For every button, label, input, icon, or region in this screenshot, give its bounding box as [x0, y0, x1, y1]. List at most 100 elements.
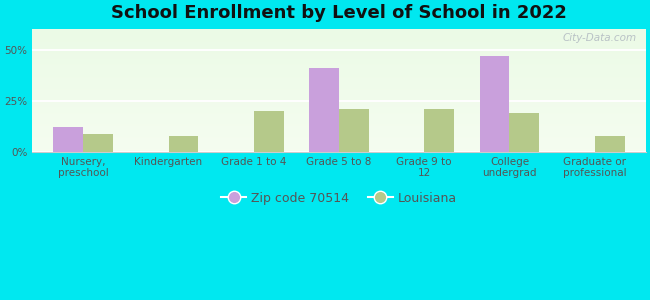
Bar	[32, 60, 646, 61]
Bar	[32, 38, 646, 39]
Bar	[32, 83, 646, 84]
Bar	[32, 140, 646, 141]
Bar	[32, 119, 646, 120]
Bar	[32, 94, 646, 95]
Bar	[32, 87, 646, 88]
Bar	[32, 123, 646, 124]
Bar	[32, 93, 646, 94]
Bar	[32, 142, 646, 143]
Bar	[32, 89, 646, 90]
Bar	[32, 147, 646, 148]
Bar	[32, 32, 646, 33]
Bar	[424, 109, 454, 152]
Bar	[339, 109, 369, 152]
Bar	[32, 81, 646, 82]
Bar	[32, 96, 646, 97]
Bar	[32, 48, 646, 49]
Bar	[32, 37, 646, 38]
Bar	[32, 34, 646, 35]
Bar	[32, 54, 646, 55]
Bar	[32, 108, 646, 109]
Bar	[32, 138, 646, 139]
Bar	[32, 82, 646, 83]
Bar	[32, 55, 646, 56]
Bar	[168, 136, 198, 152]
Bar	[32, 63, 646, 64]
Bar	[32, 52, 646, 53]
Bar	[53, 128, 83, 152]
Bar	[32, 113, 646, 114]
Bar	[32, 115, 646, 116]
Bar	[32, 67, 646, 68]
Bar	[32, 53, 646, 54]
Bar	[32, 101, 646, 102]
Bar	[32, 56, 646, 57]
Bar	[595, 136, 625, 152]
Bar	[32, 141, 646, 142]
Bar	[32, 117, 646, 118]
Bar	[32, 145, 646, 146]
Legend: Zip code 70514, Louisiana: Zip code 70514, Louisiana	[216, 187, 462, 209]
Bar	[32, 42, 646, 43]
Bar	[32, 49, 646, 50]
Bar	[32, 76, 646, 77]
Bar	[32, 57, 646, 58]
Bar	[32, 79, 646, 80]
Bar	[32, 111, 646, 112]
Bar	[32, 99, 646, 100]
Bar	[480, 56, 510, 152]
Bar	[32, 105, 646, 106]
Bar	[32, 107, 646, 108]
Bar	[32, 135, 646, 136]
Bar	[32, 131, 646, 132]
Bar	[32, 78, 646, 79]
Bar	[32, 148, 646, 149]
Bar	[32, 70, 646, 71]
Bar	[32, 66, 646, 67]
Bar	[32, 35, 646, 36]
Bar	[32, 151, 646, 152]
Bar	[32, 116, 646, 117]
Bar	[254, 111, 283, 152]
Bar	[32, 65, 646, 66]
Bar	[32, 92, 646, 93]
Bar	[32, 39, 646, 40]
Bar	[32, 44, 646, 45]
Bar	[309, 68, 339, 152]
Bar	[32, 106, 646, 107]
Bar	[32, 121, 646, 122]
Bar	[32, 128, 646, 129]
Bar	[32, 31, 646, 32]
Bar	[32, 74, 646, 75]
Bar	[32, 110, 646, 111]
Bar	[32, 43, 646, 44]
Bar	[32, 114, 646, 115]
Bar	[32, 97, 646, 98]
Bar	[32, 45, 646, 46]
Bar	[32, 102, 646, 103]
Text: City-Data.com: City-Data.com	[562, 33, 636, 43]
Bar	[32, 122, 646, 123]
Bar	[32, 146, 646, 147]
Bar	[32, 150, 646, 151]
Bar	[32, 104, 646, 105]
Bar	[32, 125, 646, 126]
Bar	[32, 143, 646, 144]
Bar	[510, 113, 540, 152]
Bar	[32, 120, 646, 121]
Bar	[32, 69, 646, 70]
Bar	[32, 41, 646, 42]
Bar	[32, 51, 646, 52]
Bar	[32, 71, 646, 72]
Bar	[32, 91, 646, 92]
Bar	[32, 47, 646, 48]
Bar	[32, 98, 646, 99]
Bar	[32, 36, 646, 37]
Bar	[32, 77, 646, 78]
Bar	[32, 139, 646, 140]
Bar	[32, 124, 646, 125]
Bar	[32, 59, 646, 60]
Bar	[32, 136, 646, 137]
Bar	[32, 80, 646, 81]
Bar	[32, 85, 646, 86]
